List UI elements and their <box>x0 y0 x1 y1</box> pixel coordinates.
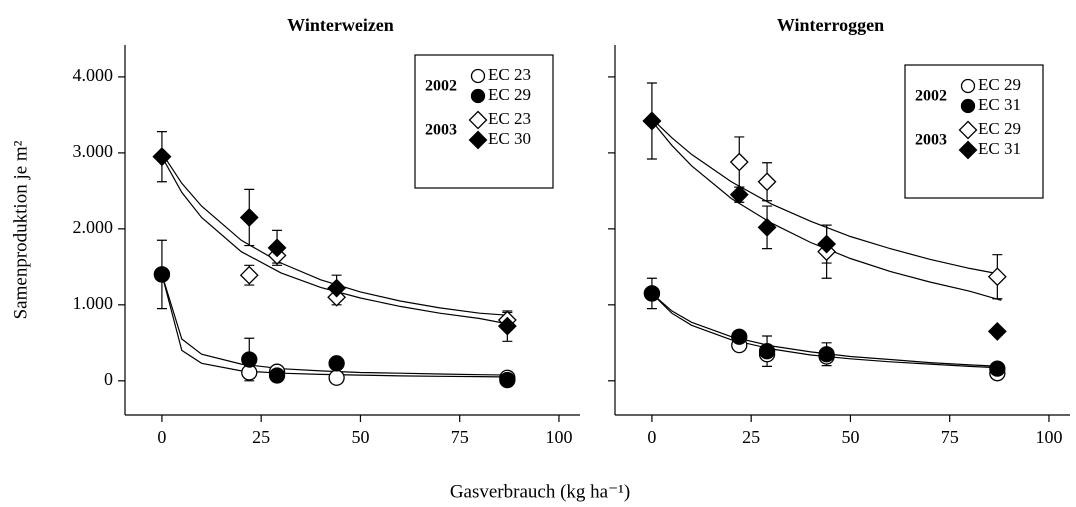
x-tick-label: 75 <box>451 427 469 447</box>
x-tick-label: 50 <box>351 427 369 447</box>
legend-label: EC 31 <box>978 139 1021 158</box>
marker <box>758 343 776 360</box>
x-tick-label: 100 <box>1035 427 1062 447</box>
chart-title: Winterroggen <box>777 15 884 35</box>
marker <box>239 265 259 285</box>
fit-curve <box>161 156 512 326</box>
x-tick-label: 100 <box>545 427 572 447</box>
marker <box>729 152 749 172</box>
marker <box>327 278 347 298</box>
fit-curve <box>161 274 512 376</box>
legend-marker <box>468 130 488 150</box>
marker <box>642 111 662 131</box>
x-tick-label: 25 <box>742 427 760 447</box>
marker <box>757 217 777 237</box>
x-tick-label: 50 <box>841 427 859 447</box>
marker <box>328 369 345 386</box>
x-tick-label: 0 <box>647 427 656 447</box>
fit-curve <box>161 274 512 378</box>
legend-group: 2003 <box>915 132 947 149</box>
legend-label: EC 30 <box>488 129 531 148</box>
marker <box>987 267 1007 287</box>
fit-curve <box>651 120 1002 301</box>
legend-marker <box>960 78 976 94</box>
y-tick-label: 2.000 <box>73 217 114 237</box>
fit-curve <box>651 292 1002 369</box>
marker <box>731 328 748 345</box>
marker <box>328 355 345 372</box>
legend-marker <box>470 68 486 84</box>
marker <box>497 316 517 336</box>
x-axis-label: Gasverbrauch (kg ha⁻¹) <box>450 481 630 502</box>
legend-label: EC 23 <box>488 65 531 84</box>
legend-marker <box>960 98 976 114</box>
marker <box>152 147 172 167</box>
marker <box>987 322 1007 341</box>
legend-label: EC 29 <box>978 75 1021 94</box>
marker <box>757 172 777 192</box>
fit-curve <box>651 118 1002 275</box>
x-tick-label: 25 <box>252 427 270 447</box>
marker <box>818 346 835 363</box>
legend-marker <box>470 88 486 104</box>
legend-marker <box>958 120 978 140</box>
fit-curve <box>651 292 1002 367</box>
legend-group: 2002 <box>425 78 457 95</box>
y-tick-label: 0 <box>104 369 113 389</box>
legend-group: 2003 <box>425 122 457 139</box>
x-tick-label: 75 <box>941 427 959 447</box>
legend-label: EC 29 <box>488 85 531 104</box>
marker <box>153 266 171 283</box>
marker <box>643 285 661 302</box>
y-tick-label: 4.000 <box>73 65 114 85</box>
marker <box>499 371 516 389</box>
y-tick-label: 3.000 <box>73 141 114 161</box>
legend-label: EC 23 <box>488 109 531 128</box>
marker <box>267 238 287 258</box>
marker <box>268 367 286 384</box>
chart-title: Winterweizen <box>287 15 394 35</box>
marker <box>241 351 258 368</box>
y-axis-label: Samenproduktion je m² <box>10 140 31 319</box>
legend-label: EC 31 <box>978 95 1021 114</box>
marker <box>817 234 837 254</box>
legend-marker <box>958 140 978 160</box>
marker <box>729 185 749 205</box>
marker <box>239 208 259 227</box>
legend-marker <box>468 110 488 130</box>
fit-curve <box>161 152 512 317</box>
legend-group: 2002 <box>915 88 947 105</box>
legend-label: EC 29 <box>978 119 1021 138</box>
marker <box>989 360 1006 377</box>
y-tick-label: 1.000 <box>73 293 114 313</box>
x-tick-label: 0 <box>157 427 166 447</box>
